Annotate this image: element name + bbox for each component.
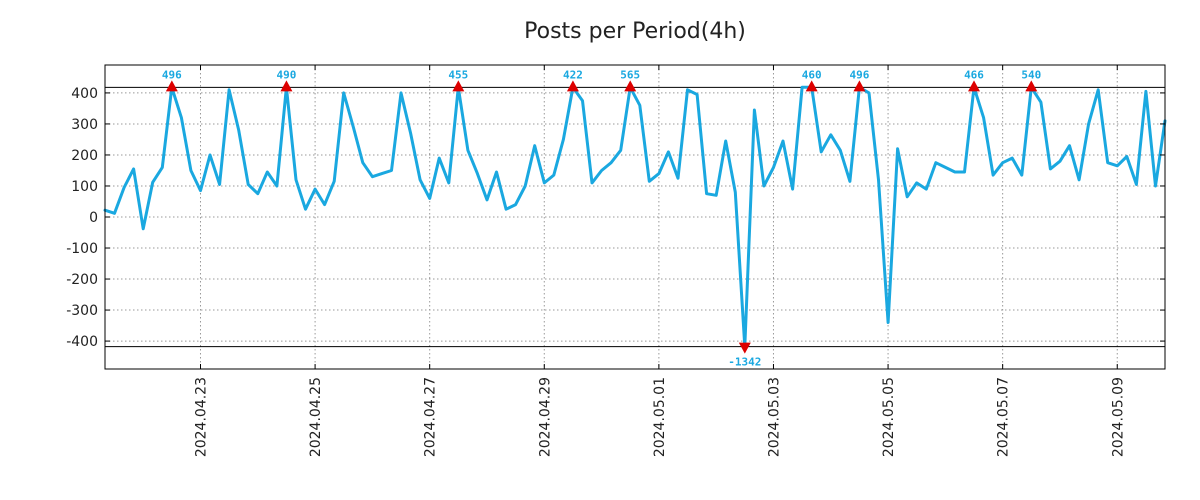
clip-marker-label: 565 (620, 68, 640, 81)
plot-frame (104, 64, 1166, 370)
clip-marker-up (165, 80, 178, 92)
clip-marker-up (624, 80, 637, 92)
clip-marker-up (566, 80, 579, 92)
clip-marker-label: 466 (964, 68, 984, 81)
x-tick-label: 2024.05.03 (766, 377, 782, 457)
y-tick-label: 0 (89, 210, 98, 226)
clip-marker-up (805, 80, 818, 92)
clip-marker-label: 422 (563, 68, 583, 81)
clip-lines (105, 86, 1165, 348)
x-tick-label: 2024.05.07 (996, 377, 1012, 457)
x-tick-label: 2024.04.25 (308, 377, 324, 457)
x-tick-label: 2024.04.27 (423, 377, 439, 457)
x-tick-label: 2024.05.05 (881, 377, 897, 457)
axis-layer: 400 300 200 100 0 -100 -200 -300 -400 2024.04.23 2… (66, 65, 1165, 457)
y-tick-label: -300 (66, 303, 98, 319)
x-tick-label: 2024.04.29 (537, 377, 553, 457)
y-tick-label: -100 (66, 241, 98, 257)
clip-marker-label: 496 (849, 68, 869, 81)
marker-layer: 496 490 455 422 565 -1342 460 496 466 540 (162, 68, 1041, 368)
x-tick-label: 2024.04.23 (193, 377, 209, 457)
x-tick-label: 2024.05.01 (652, 377, 668, 457)
x-tick-label: 2024.05.09 (1110, 377, 1126, 457)
series-layer (103, 85, 1167, 349)
clip-marker-up (853, 80, 866, 92)
clip-marker-down (738, 342, 751, 354)
clip-marker-label: 455 (448, 68, 468, 81)
chart-title: Posts per Period(4h) (524, 19, 746, 44)
y-tick-label: -400 (66, 334, 98, 350)
grid-layer (105, 65, 1165, 369)
y-tick-label: 200 (71, 148, 98, 164)
y-tick-label: 300 (71, 117, 98, 133)
y-tick-label: 400 (71, 86, 98, 102)
y-tick-label: 100 (71, 179, 98, 195)
clip-marker-label: 490 (277, 68, 297, 81)
clip-marker-label: 496 (162, 68, 182, 81)
clip-marker-up (280, 80, 293, 92)
clip-marker-up (968, 80, 981, 92)
clip-marker-up (1025, 80, 1038, 92)
clip-marker-label: 460 (802, 68, 822, 81)
clip-marker-label: -1342 (728, 356, 761, 369)
clip-marker-up (452, 80, 465, 92)
y-tick-label: -200 (66, 272, 98, 288)
series-line-posts (103, 85, 1167, 349)
clip-marker-label: 540 (1021, 68, 1041, 81)
